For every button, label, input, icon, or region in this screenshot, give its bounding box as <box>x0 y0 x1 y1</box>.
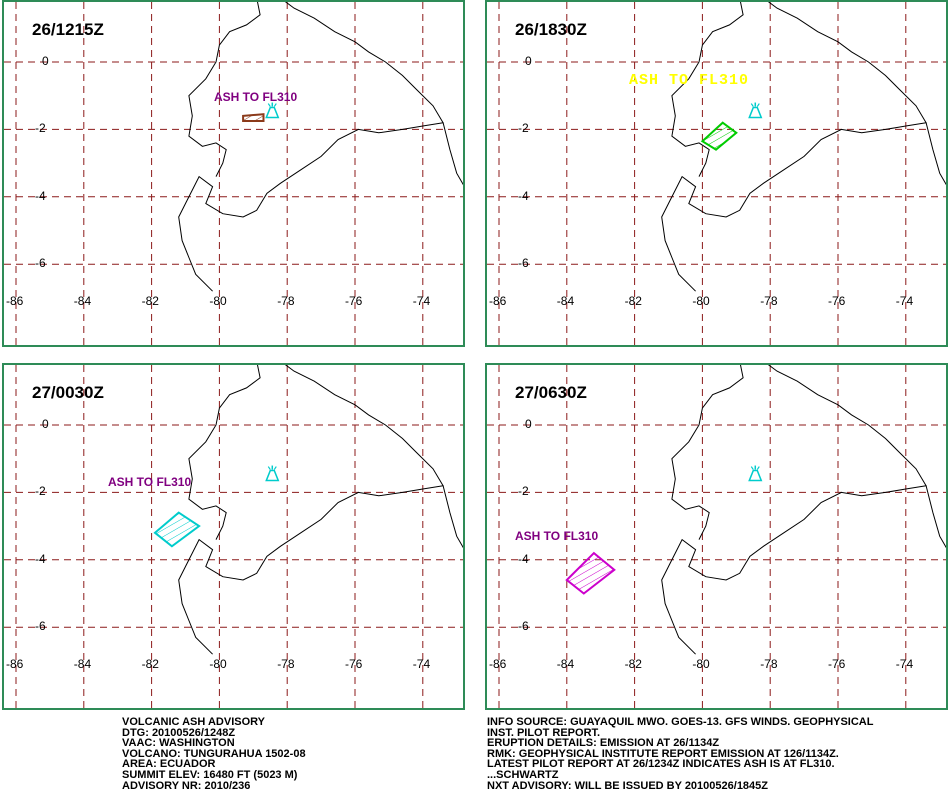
volcano-icon <box>265 465 280 482</box>
longitude-label: -78 <box>760 657 778 671</box>
coastline <box>671 2 744 177</box>
ash-altitude-label: ASH TO FL310 <box>108 475 192 489</box>
latitude-label: -6 <box>35 619 46 634</box>
longitude-label: -80 <box>209 294 227 308</box>
longitude-label: -74 <box>895 657 914 671</box>
advisory-line: RMK: GEOPHYSICAL INSTITUTE REPORT EMISSI… <box>487 747 839 760</box>
longitude-label: -74 <box>412 294 431 308</box>
latitude-label: -4 <box>518 551 529 566</box>
advisory-line: VAAC: WASHINGTON <box>122 737 235 750</box>
latitude-label: -4 <box>35 551 46 566</box>
longitude-label: -84 <box>556 657 575 671</box>
latitude-label: -4 <box>35 188 46 203</box>
map-panel-3: 27/0030Z ASH TO FL310 0 -2 -4 -6 -86 -84 -82 -8… <box>2 363 465 710</box>
latitude-label: -2 <box>35 484 46 499</box>
coastline <box>188 2 261 177</box>
advisory-line: INST. PILOT REPORT. <box>487 726 601 739</box>
latitude-label: 0 <box>525 417 532 431</box>
map-panel-2: 26/1830Z ASH TO FL310 0 -2 -4 -6 -86 -84 -82 -8… <box>485 0 948 347</box>
latitude-label: -6 <box>35 256 46 271</box>
advisory-line: VOLCANO: TUNGURAHUA 1502-08 <box>122 747 306 760</box>
coastline <box>925 122 946 186</box>
panel-time-label: 27/0630Z <box>515 383 587 402</box>
coastline <box>661 365 927 655</box>
longitude-label: -86 <box>489 294 507 308</box>
advisory-line: SUMMIT ELEV: 16480 FT (5023 M) <box>122 768 298 781</box>
longitude-label: -74 <box>895 294 914 308</box>
advisory-details: INFO SOURCE: GUAYAQUIL MWO. GOES-13. GFS… <box>487 717 873 791</box>
advisory-line: NXT ADVISORY: WILL BE ISSUED BY 20100526… <box>487 779 769 792</box>
ash-area-polygon <box>242 113 265 122</box>
volcano-icon <box>748 102 763 119</box>
panel-time-label: 26/1215Z <box>32 20 104 39</box>
longitude-label: -76 <box>828 294 846 308</box>
latitude-label: -2 <box>518 484 529 499</box>
ash-area-polygon <box>700 121 738 151</box>
longitude-label: -82 <box>624 657 642 671</box>
latitude-label: -4 <box>518 188 529 203</box>
ash-altitude-label: ASH TO FL310 <box>214 90 298 104</box>
latitude-label: -6 <box>518 256 529 271</box>
map-canvas <box>4 365 463 708</box>
coastline <box>442 122 463 186</box>
advisory-line: AREA: ECUADOR <box>122 758 216 771</box>
longitude-label: -80 <box>209 657 227 671</box>
coastline <box>178 2 444 292</box>
coastline <box>178 365 444 655</box>
advisory-line: ADVISORY NR: 2010/236 <box>122 779 251 792</box>
advisory-line: VOLCANIC ASH ADVISORY <box>122 716 266 728</box>
ash-area-polygon <box>565 551 616 595</box>
latitude-label: 0 <box>525 54 532 68</box>
map-canvas <box>4 2 463 345</box>
longitude-label: -80 <box>692 657 710 671</box>
volcano-icon <box>265 102 280 119</box>
latitude-label: 0 <box>42 54 49 68</box>
longitude-label: -84 <box>556 294 575 308</box>
advisory-line: ...SCHWARTZ <box>487 768 559 781</box>
ash-altitude-label: ASH TO FL310 <box>629 72 750 89</box>
latitude-label: -2 <box>35 121 46 136</box>
longitude-label: -80 <box>692 294 710 308</box>
coastline <box>188 365 261 540</box>
latitude-label: 0 <box>42 417 49 431</box>
ash-area-polygon <box>153 511 201 548</box>
map-canvas <box>487 2 946 345</box>
latitude-label: -2 <box>518 121 529 136</box>
longitude-label: -76 <box>828 657 846 671</box>
longitude-label: -78 <box>277 294 295 308</box>
advisory-summary: VOLCANIC ASH ADVISORY DTG: 20100526/1248… <box>122 717 306 791</box>
coastline <box>925 485 946 549</box>
longitude-label: -82 <box>141 294 159 308</box>
longitude-label: -74 <box>412 657 431 671</box>
longitude-label: -76 <box>345 657 363 671</box>
advisory-line: ERUPTION DETAILS: EMISSION AT 26/1134Z <box>487 737 720 750</box>
coastline <box>442 485 463 549</box>
longitude-label: -82 <box>141 657 159 671</box>
advisory-line: DTG: 20100526/1248Z <box>122 726 236 739</box>
map-panel-4: 27/0630Z ASH TO FL310 0 -2 -4 -6 -86 -84 -82 -8… <box>485 363 948 710</box>
longitude-label: -78 <box>760 294 778 308</box>
volcano-icon <box>748 465 763 482</box>
map-canvas <box>487 365 946 708</box>
coastline <box>671 365 744 540</box>
ash-altitude-label: ASH TO FL310 <box>515 529 599 543</box>
longitude-label: -76 <box>345 294 363 308</box>
longitude-label: -82 <box>624 294 642 308</box>
latitude-label: -6 <box>518 619 529 634</box>
longitude-label: -78 <box>277 657 295 671</box>
coastline <box>661 2 927 292</box>
map-panel-1: 26/1215Z ASH TO FL310 0 -2 -4 -6 -86 -84 -82 -8… <box>2 0 465 347</box>
panel-time-label: 27/0030Z <box>32 383 104 402</box>
longitude-label: -84 <box>73 657 92 671</box>
longitude-label: -86 <box>6 294 24 308</box>
longitude-label: -86 <box>6 657 24 671</box>
panel-time-label: 26/1830Z <box>515 20 587 39</box>
advisory-line: INFO SOURCE: GUAYAQUIL MWO. GOES-13. GFS… <box>487 716 874 728</box>
longitude-label: -86 <box>489 657 507 671</box>
advisory-line: LATEST PILOT REPORT AT 26/1234Z INDICATE… <box>487 758 835 771</box>
longitude-label: -84 <box>73 294 92 308</box>
